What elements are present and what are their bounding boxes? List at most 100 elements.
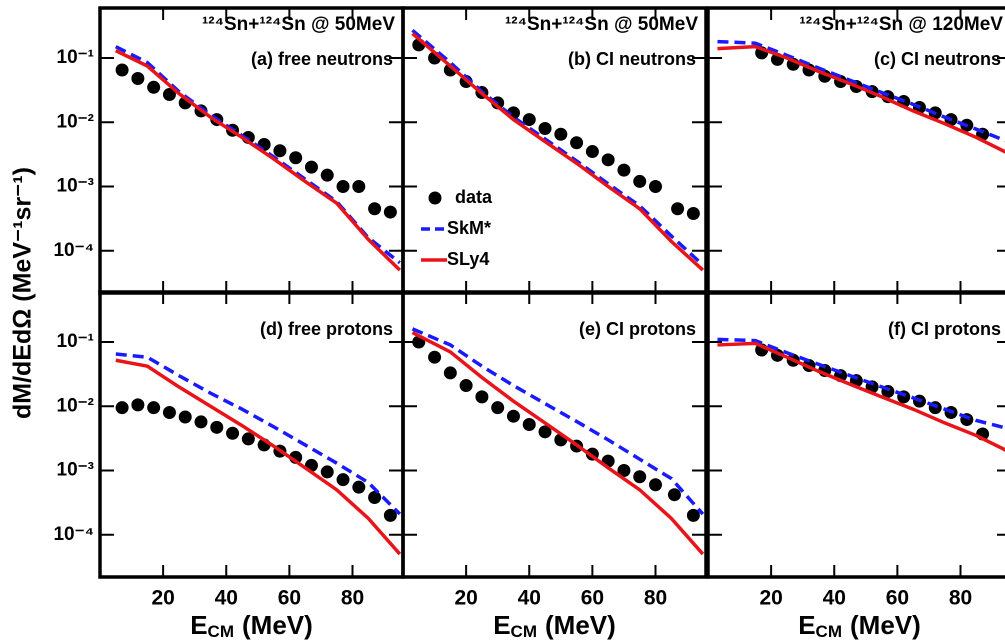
- panel-label: (e) CI protons: [579, 319, 696, 339]
- x-tick-label: 60: [886, 587, 909, 610]
- y-axis-label: dM/dEdΩ (MeV⁻¹sr⁻¹): [9, 167, 37, 419]
- data-point: [538, 425, 552, 439]
- panel-label: (b) CI neutrons: [568, 49, 696, 69]
- x-tick-label: 20: [454, 587, 477, 610]
- y-tick-label: 10⁻²: [57, 395, 95, 416]
- panel-label: (a) free neutrons: [251, 49, 393, 69]
- model-line: [411, 331, 705, 556]
- panel-title: ¹²⁴Sn+¹²⁴Sn @ 50MeV: [505, 14, 698, 35]
- x-tick-label: 80: [949, 587, 972, 610]
- data-point: [506, 409, 520, 423]
- x-tick-label: 20: [151, 587, 174, 610]
- panel-label: (d) free protons: [260, 319, 393, 339]
- panel-label: (c) CI neutrons: [874, 49, 1001, 69]
- panel-title: ¹²⁴Sn+¹²⁴Sn @ 120MeV: [799, 14, 1003, 35]
- data-point: [162, 88, 176, 102]
- model-line: [411, 327, 705, 516]
- model-line: [411, 32, 705, 272]
- data-point: [115, 63, 129, 77]
- data-point: [475, 390, 489, 404]
- data-point: [383, 205, 397, 219]
- data-point: [368, 202, 382, 216]
- data-point: [194, 415, 208, 429]
- data-point: [585, 145, 599, 159]
- data-point: [570, 136, 584, 150]
- model-line: [115, 352, 402, 516]
- data-point: [352, 480, 366, 494]
- y-tick-label: 10⁻²: [57, 111, 95, 132]
- y-tick-label: 10⁻⁴: [53, 524, 94, 545]
- data-point: [336, 473, 350, 487]
- y-tick-label: 10⁻¹: [57, 331, 95, 352]
- data-point: [352, 179, 366, 193]
- data-point: [320, 168, 334, 182]
- panel: [708, 292, 1005, 577]
- data-point: [686, 206, 700, 220]
- legend-label: SkM*: [447, 218, 491, 238]
- data-point: [368, 490, 382, 504]
- panel: [403, 292, 706, 577]
- x-tick-label: 20: [759, 587, 782, 610]
- x-tick-label: 80: [341, 587, 364, 610]
- legend-marker: [428, 191, 442, 205]
- x-axis-label: ECM (MeV): [190, 610, 313, 641]
- panel-frame: [401, 290, 708, 579]
- panel: [100, 8, 403, 293]
- y-tick-label: 10⁻⁴: [53, 240, 94, 261]
- x-tick-label: 60: [278, 587, 301, 610]
- data-point: [617, 463, 631, 477]
- data-point: [459, 379, 473, 393]
- model-line: [411, 28, 705, 267]
- x-tick-label: 60: [581, 587, 604, 610]
- data-point: [226, 426, 240, 440]
- model-line: [717, 44, 1005, 154]
- data-point: [147, 80, 161, 94]
- data-point: [178, 410, 192, 424]
- panel: [100, 292, 403, 577]
- data-point: [554, 127, 568, 141]
- data-point: [115, 401, 129, 415]
- data-point: [491, 401, 505, 415]
- model-line: [717, 341, 1005, 452]
- x-axis-label: ECM (MeV): [493, 610, 616, 641]
- model-line: [717, 39, 1005, 143]
- panel: [403, 8, 706, 293]
- model-line: [115, 49, 402, 272]
- model-line: [115, 358, 402, 556]
- data-point: [289, 151, 303, 165]
- panel-frame: [706, 290, 1005, 579]
- y-tick-label: 10⁻³: [57, 176, 95, 197]
- data-point: [162, 405, 176, 419]
- data-point: [131, 71, 145, 85]
- panel-label: (f) CI protons: [888, 319, 1001, 339]
- data-point: [304, 160, 318, 174]
- data-point: [320, 465, 334, 479]
- x-axis-label: ECM (MeV): [798, 610, 921, 641]
- data-point: [241, 432, 255, 446]
- data-point: [538, 121, 552, 135]
- data-point: [443, 366, 457, 380]
- model-line: [717, 337, 1005, 430]
- data-point: [649, 478, 662, 492]
- legend-label: SLy4: [447, 249, 489, 269]
- data-point: [633, 470, 647, 484]
- x-tick-label: 40: [518, 587, 541, 610]
- panel: [708, 8, 1005, 293]
- x-tick-label: 80: [644, 587, 667, 610]
- data-point: [686, 508, 700, 522]
- data-point: [131, 398, 145, 412]
- data-point: [273, 144, 287, 158]
- data-point: [667, 488, 681, 502]
- data-point: [336, 179, 350, 193]
- legend-label: data: [455, 187, 493, 207]
- model-line: [114, 45, 401, 265]
- x-tick-label: 40: [823, 587, 846, 610]
- panel-title: ¹²⁴Sn+¹²⁴Sn @ 50MeV: [202, 14, 395, 35]
- data-point: [428, 350, 442, 364]
- y-tick-label: 10⁻³: [57, 460, 95, 481]
- data-point: [522, 417, 536, 431]
- x-tick-label: 40: [215, 587, 238, 610]
- data-point: [522, 113, 536, 127]
- data-point: [383, 508, 397, 522]
